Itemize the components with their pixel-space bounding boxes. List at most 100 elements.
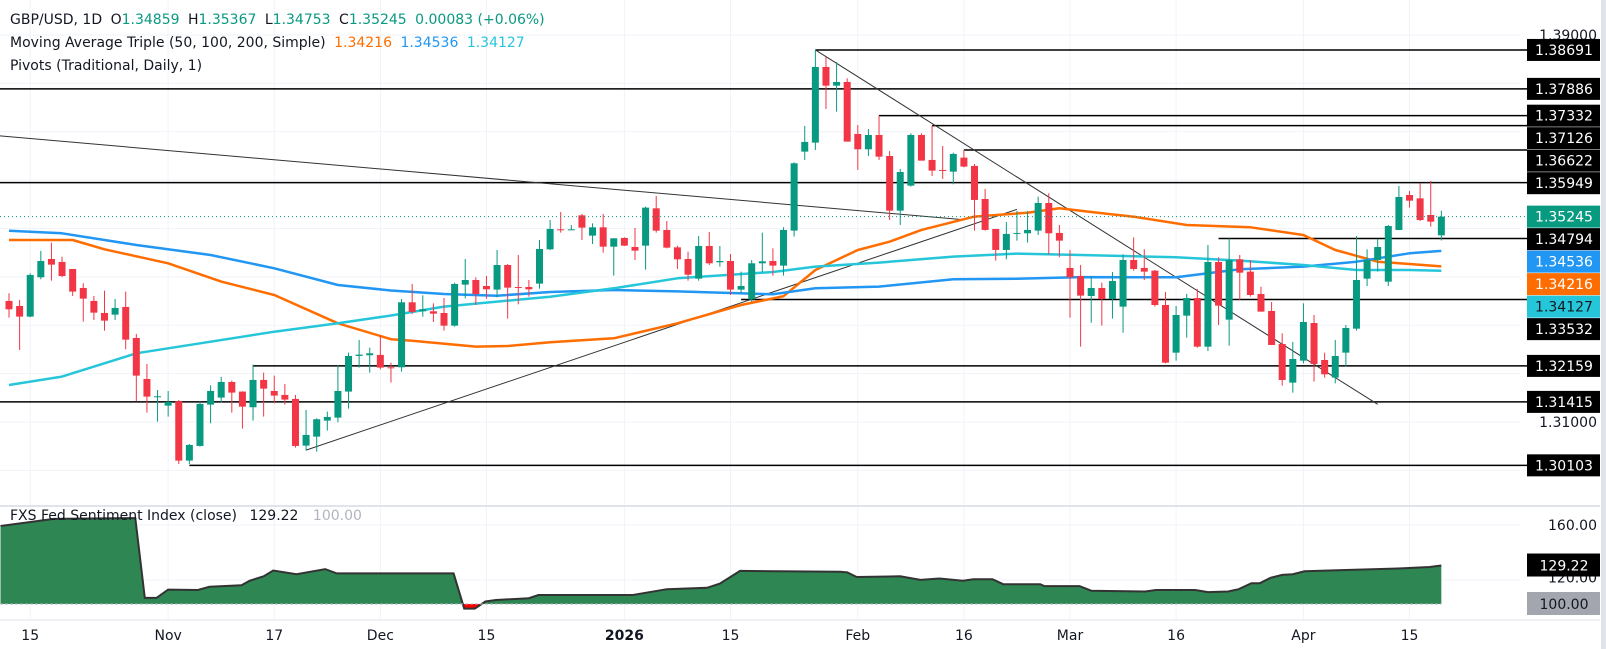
pivot-price-label: 1.30103 <box>1527 454 1600 477</box>
candle-body <box>238 391 246 407</box>
price-label-box <box>1527 228 1600 251</box>
candle-body <box>366 353 374 356</box>
candle <box>705 231 713 265</box>
index-baseline-value: 100.00 <box>1540 597 1589 613</box>
trendline <box>0 135 964 221</box>
candle-body <box>949 153 957 172</box>
change-value: 0.00083 (+0.06%) <box>415 12 545 28</box>
candle <box>100 290 108 331</box>
index-value: 129.22 <box>249 508 299 524</box>
open-label: O <box>110 12 122 28</box>
candle <box>875 115 883 160</box>
candle-body <box>1246 271 1254 295</box>
candle-body <box>567 229 575 231</box>
candle-body <box>971 165 979 200</box>
candle-body <box>398 302 406 368</box>
candle <box>228 380 236 413</box>
low-value: 1.34753 <box>272 12 331 28</box>
candle-body <box>1140 267 1148 272</box>
candle-body <box>652 208 660 231</box>
candle <box>1395 186 1403 230</box>
price-label-text: 1.33532 <box>1535 322 1593 338</box>
candle-body <box>1055 232 1063 241</box>
candle-body <box>249 379 257 408</box>
time-tick: Feb <box>845 628 870 644</box>
price-label-box <box>1527 354 1600 377</box>
pivot-price-label: 1.37886 <box>1527 77 1600 100</box>
right-scrollbar[interactable] <box>1601 0 1606 649</box>
candle-body <box>525 286 533 290</box>
time-axis[interactable]: 15 Nov 17 Dec 15 2026 15 Feb 16 Mar 16 Apr 15 <box>21 628 1418 644</box>
candle <box>69 268 77 296</box>
candle <box>939 145 947 179</box>
price-label-box <box>1527 454 1600 477</box>
candle <box>663 220 671 249</box>
candle-body <box>684 259 692 275</box>
candle <box>525 279 533 297</box>
candle-body <box>1416 198 1424 221</box>
candle-body <box>440 312 448 326</box>
candle <box>1066 249 1074 318</box>
ohlc-low: L1.34753 <box>265 12 331 28</box>
price-label-box <box>1527 104 1600 127</box>
candle-body <box>780 229 788 266</box>
price-label-box <box>1527 273 1600 296</box>
candle-body <box>164 401 172 406</box>
candle-body <box>16 305 24 317</box>
index-baseline: 100.00 <box>312 508 362 524</box>
time-tick: 15 <box>1401 628 1419 644</box>
pivot-price-label: 1.38691 <box>1527 38 1600 61</box>
candle <box>1045 193 1053 255</box>
index-last-value: 129.22 <box>1540 559 1589 575</box>
candle-body <box>758 261 766 264</box>
candle-body <box>334 390 342 418</box>
candle <box>1321 352 1329 378</box>
candle <box>610 238 618 276</box>
pivot-price-label: 1.32159 <box>1527 354 1600 377</box>
ohlc-open: O1.34859 <box>111 12 180 28</box>
candle-body <box>514 286 522 288</box>
ma50-line <box>9 207 1442 348</box>
time-tick: Mar <box>1057 628 1084 644</box>
candle <box>111 298 119 320</box>
candle <box>1299 303 1307 364</box>
candle <box>217 376 225 403</box>
price-label-text: 1.38691 <box>1535 43 1593 59</box>
candle <box>419 295 427 317</box>
candle-body <box>1278 343 1286 380</box>
symbol-label[interactable]: GBP/USD, 1D <box>10 12 103 28</box>
candle <box>1130 237 1138 271</box>
candle-body <box>833 81 841 86</box>
high-label: H <box>187 12 199 28</box>
price-label-box <box>1527 390 1600 413</box>
ma200-value: 1.34127 <box>466 35 525 51</box>
candle-body <box>1119 259 1127 307</box>
candle <box>960 150 968 168</box>
candle-body <box>578 215 586 228</box>
candle-body <box>939 169 947 171</box>
candle-body <box>1204 262 1212 347</box>
candle-body <box>1268 310 1276 345</box>
candle-body <box>5 300 13 310</box>
candle-body <box>917 134 925 161</box>
candle <box>1268 302 1276 345</box>
candle <box>748 259 756 302</box>
price-label-box <box>1527 592 1600 615</box>
open-value: 1.34859 <box>121 12 180 28</box>
candle <box>1193 288 1201 348</box>
ohlc-high: H1.35367 <box>188 12 256 28</box>
candle <box>196 401 204 447</box>
pivots-title[interactable]: Pivots (Traditional, Daily, 1) <box>10 58 203 74</box>
candle <box>323 411 331 431</box>
candle <box>1077 264 1085 347</box>
candle-body <box>610 238 618 247</box>
candle <box>79 283 87 322</box>
pivot-price-label: 1.35949 <box>1527 172 1600 195</box>
ma-title[interactable]: Moving Average Triple (50, 100, 200, Sim… <box>10 35 326 51</box>
candle <box>143 363 151 413</box>
index-title[interactable]: FXS Fed Sentiment Index (close) <box>10 508 238 524</box>
price-axis[interactable]: 1.390001.310001.386911.378861.373321.371… <box>1522 0 1600 620</box>
candle-body <box>1374 247 1382 260</box>
candle <box>1151 269 1159 307</box>
